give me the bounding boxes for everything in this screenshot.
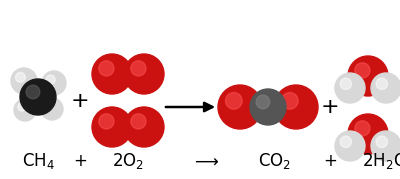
Circle shape [348,56,388,96]
Circle shape [340,136,352,147]
Circle shape [99,61,114,76]
Circle shape [340,78,352,90]
Circle shape [131,114,146,129]
Circle shape [371,73,400,103]
Circle shape [124,54,164,94]
Circle shape [218,85,262,129]
Text: +: + [321,97,339,117]
Text: +: + [323,152,337,170]
Circle shape [226,93,242,109]
Circle shape [14,99,36,121]
Circle shape [46,75,55,84]
Text: $\longrightarrow$: $\longrightarrow$ [191,152,219,170]
Circle shape [274,85,318,129]
Circle shape [376,78,388,90]
Circle shape [92,107,132,147]
Circle shape [335,73,365,103]
Circle shape [26,85,40,99]
Circle shape [250,89,286,125]
Circle shape [41,98,63,120]
Circle shape [42,71,66,95]
Circle shape [282,93,298,109]
Circle shape [256,95,270,109]
Circle shape [99,114,114,129]
Circle shape [348,114,388,154]
Circle shape [376,136,388,147]
Circle shape [355,121,370,136]
Circle shape [45,102,53,110]
Circle shape [355,63,370,78]
Text: $\rm 2H_2O$: $\rm 2H_2O$ [362,151,400,171]
Circle shape [92,54,132,94]
Circle shape [131,61,146,76]
Circle shape [16,72,25,82]
Circle shape [20,79,56,115]
Circle shape [371,131,400,161]
Circle shape [335,131,365,161]
Text: $\rm CH_4$: $\rm CH_4$ [22,151,54,171]
Circle shape [18,103,26,111]
Text: $\rm 2O_2$: $\rm 2O_2$ [112,151,144,171]
Text: +: + [73,152,87,170]
Text: +: + [71,91,89,111]
Text: $\rm CO_2$: $\rm CO_2$ [258,151,292,171]
Circle shape [11,68,37,94]
Circle shape [124,107,164,147]
